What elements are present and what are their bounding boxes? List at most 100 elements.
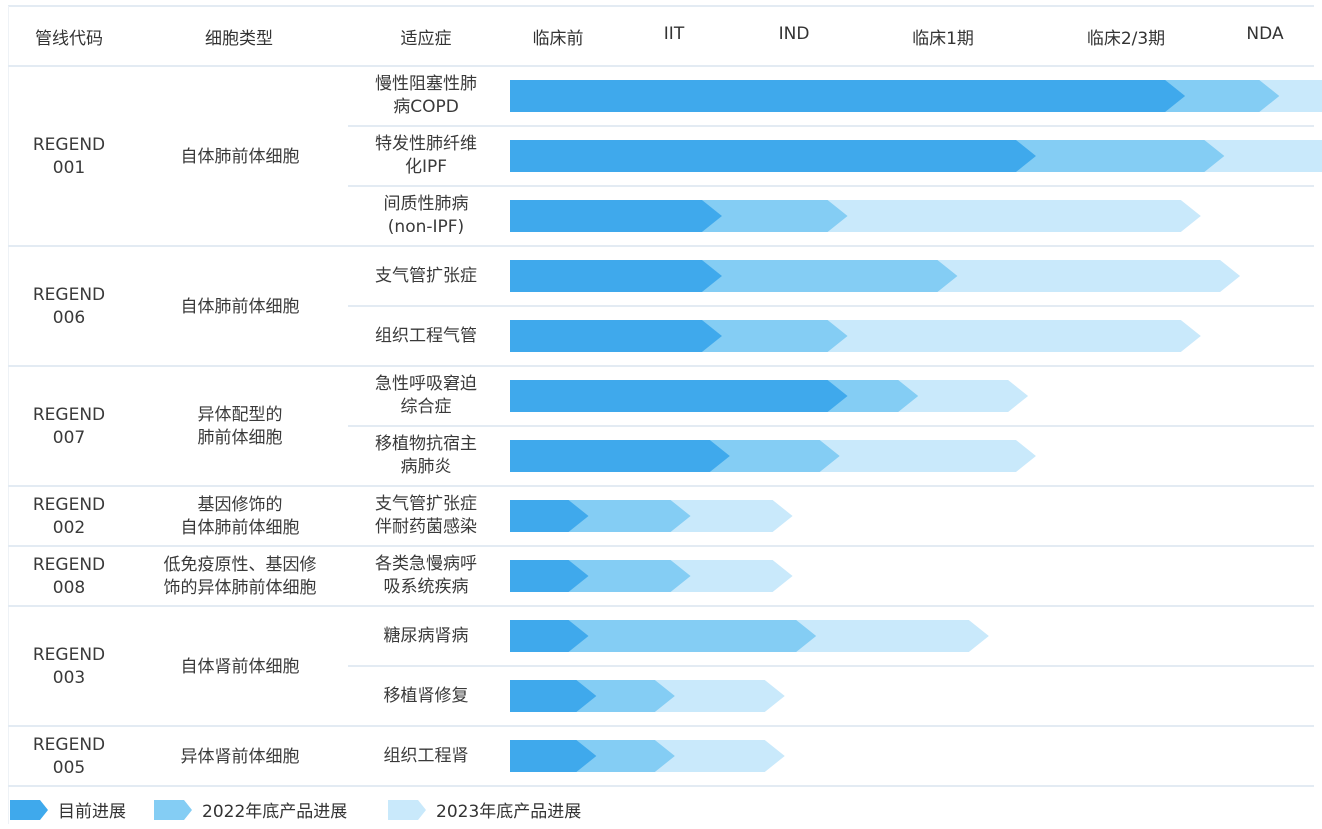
legend-2022: 2022年底产品进展 [154,797,347,822]
indication-line: 组织工程肾 [383,745,469,766]
cell-type: 自体肺前体细胞 [140,67,340,247]
indication-line: 移植物抗宿主 [375,434,477,454]
indication-line: 组织工程气管 [375,325,477,346]
indication-line: 病肺炎 [400,457,452,477]
pipeline-code-line: 001 [52,158,86,178]
bar-current [510,260,722,292]
group-separator [8,725,1314,727]
cell-type: 低免疫原性、基因修 饰的异体肺前体细胞 [140,547,340,607]
header-indication: 适应症 [400,29,452,49]
header-stage-nda: NDA [1246,24,1284,44]
indication-line: 吸系统疾病 [383,577,469,597]
pipeline-code: REGEND 007 [8,367,130,487]
indication-line: (non-IPF) [387,217,465,237]
cell-type-line: 低免疫原性、基因修 [163,555,317,575]
bar-current [510,200,722,232]
legend-2022-label: 2022年底产品进展 [202,802,348,822]
header-stage-ind: IND [778,24,810,44]
indication-line: 支气管扩张症 [375,265,477,286]
cell-type-line: 自体肺前体细胞 [180,146,300,167]
indication: 组织工程肾 [348,727,504,785]
pipeline-code-line: REGEND [32,495,106,515]
legend-2022-swatch [154,799,192,820]
top-border [8,5,1314,7]
header-code: 管线代码 [35,29,103,49]
pipeline-code-line: 008 [52,578,86,598]
bar-current [510,80,1186,112]
pipeline-code: REGEND 006 [8,247,130,367]
legend-2023-label: 2023年底产品进展 [436,802,582,822]
pipeline-code: REGEND 005 [8,727,130,787]
header-cell-type: 细胞类型 [205,29,273,49]
group-separator [8,485,1314,487]
header-stage-phase23: 临床2/3期 [1086,29,1166,49]
pipeline-code-line: 003 [52,668,86,688]
legend-2023-swatch [388,799,426,820]
row-separator [348,185,1314,187]
row-separator [348,125,1314,127]
bar-current [510,380,848,412]
pipeline-code: REGEND 003 [8,607,130,727]
group-separator [8,245,1314,247]
pipeline-code: REGEND 008 [8,547,130,607]
pipeline-code: REGEND 002 [8,487,130,547]
indication-line: 特发性肺纤维 [375,134,477,154]
header-separator [8,65,1314,67]
pipeline-code-line: 007 [52,428,86,448]
bar-current [510,620,589,652]
progress-row [510,560,793,592]
header-stage-phase1: 临床1期 [912,29,974,49]
indication: 移植物抗宿主 病肺炎 [348,427,504,485]
indication: 组织工程气管 [348,307,504,365]
progress-row [510,740,785,772]
cell-type-line: 自体肺前体细胞 [180,518,300,538]
indication-line: 病COPD [393,97,459,117]
group-separator [8,545,1314,547]
progress-row [510,380,1029,412]
cell-type-line: 基因修饰的 [197,495,283,515]
pipeline-code-line: REGEND [32,645,106,665]
indication: 间质性肺病 (non-IPF) [348,187,504,245]
row-separator [348,305,1314,307]
left-border [8,6,9,824]
progress-row [510,620,989,652]
indication-line: 移植肾修复 [383,685,469,706]
legend-current-label: 目前进展 [58,802,126,822]
pipeline-code-line: REGEND [32,285,106,305]
bar-2022 [510,620,817,652]
pipeline-code-line: 005 [52,758,86,778]
indication-line: 综合症 [400,397,452,417]
indication-line: 化IPF [404,157,448,177]
cell-type: 基因修饰的自体肺前体细胞 [140,487,340,547]
bar-current [510,500,589,532]
legend-current-swatch [10,799,48,820]
legend-2023: 2023年底产品进展 [388,797,581,822]
pipeline-code: REGEND 001 [8,67,130,247]
pipeline-code-line: REGEND [32,735,106,755]
indication: 各类急慢病呼 吸系统疾病 [348,547,504,605]
bar-current [510,560,589,592]
progress-row [510,260,1241,292]
cell-type: 异体肾前体细胞 [140,727,340,787]
bar-current [510,140,1036,172]
indication-line: 急性呼吸窘迫 [375,374,477,394]
indication: 糖尿病肾病 [348,607,504,665]
group-separator [8,605,1314,607]
pipeline-code-line: 002 [52,518,86,538]
pipeline-code-line: REGEND [32,405,106,425]
indication: 慢性阻塞性肺 病COPD [348,67,504,125]
progress-row [510,80,1322,112]
indication-line: 糖尿病肾病 [383,625,469,646]
header-stage-preclinical: 临床前 [532,29,584,49]
progress-row [510,320,1201,352]
bar-current [510,680,597,712]
progress-row [510,140,1322,172]
group-separator [8,365,1314,367]
indication: 急性呼吸窘迫 综合症 [348,367,504,425]
indication: 移植肾修复 [348,667,504,725]
bar-current [510,320,722,352]
pipeline-code-line: REGEND [32,135,106,155]
group-separator [8,785,1314,787]
